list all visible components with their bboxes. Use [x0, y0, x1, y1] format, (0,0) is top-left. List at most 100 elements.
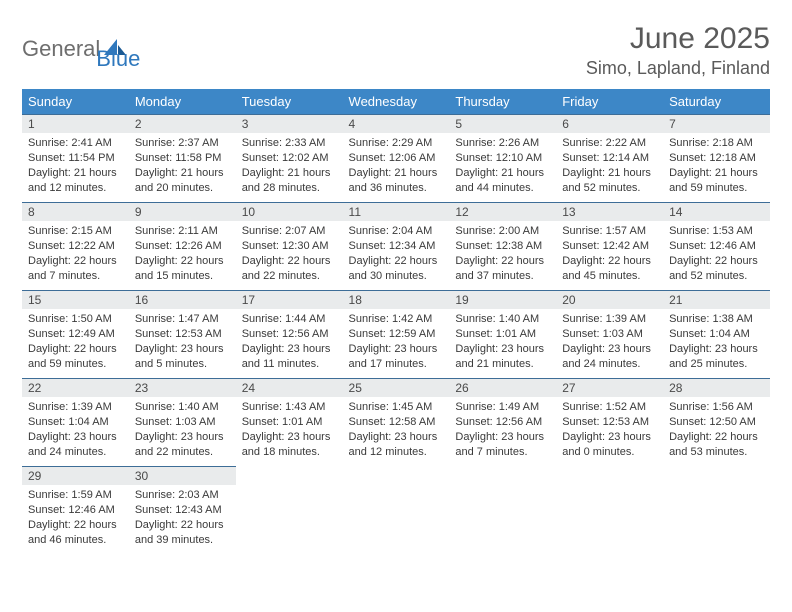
- day-number: 10: [236, 203, 343, 221]
- day-details: Sunrise: 1:43 AMSunset: 1:01 AMDaylight:…: [236, 397, 343, 463]
- calendar-day-cell: [663, 466, 770, 554]
- calendar-day-cell: 20Sunrise: 1:39 AMSunset: 1:03 AMDayligh…: [556, 290, 663, 378]
- sunrise-line: Sunrise: 1:42 AM: [349, 312, 444, 327]
- title-block: June 2025 Simo, Lapland, Finland: [586, 22, 770, 79]
- sunrise-line: Sunrise: 1:44 AM: [242, 312, 337, 327]
- day-number: 7: [663, 115, 770, 133]
- day-number: 28: [663, 379, 770, 397]
- daylight-line: Daylight: 21 hours and 52 minutes.: [562, 166, 657, 196]
- sunrise-line: Sunrise: 1:40 AM: [135, 400, 230, 415]
- day-number: 24: [236, 379, 343, 397]
- daylight-line: Daylight: 23 hours and 24 minutes.: [562, 342, 657, 372]
- day-details: Sunrise: 2:07 AMSunset: 12:30 AMDaylight…: [236, 221, 343, 287]
- day-number: 6: [556, 115, 663, 133]
- day-details: Sunrise: 2:03 AMSunset: 12:43 AMDaylight…: [129, 485, 236, 551]
- calendar-page: General Blue June 2025 Simo, Lapland, Fi…: [0, 0, 792, 554]
- day-details: Sunrise: 2:11 AMSunset: 12:26 AMDaylight…: [129, 221, 236, 287]
- calendar-week-row: 22Sunrise: 1:39 AMSunset: 1:04 AMDayligh…: [22, 378, 770, 466]
- calendar-day-cell: 14Sunrise: 1:53 AMSunset: 12:46 AMDaylig…: [663, 202, 770, 290]
- day-number: 20: [556, 291, 663, 309]
- calendar-day-cell: 19Sunrise: 1:40 AMSunset: 1:01 AMDayligh…: [449, 290, 556, 378]
- weekday-header: Monday: [129, 89, 236, 114]
- calendar-day-cell: 3Sunrise: 2:33 AMSunset: 12:02 AMDayligh…: [236, 114, 343, 202]
- daylight-line: Daylight: 23 hours and 22 minutes.: [135, 430, 230, 460]
- sunrise-line: Sunrise: 1:38 AM: [669, 312, 764, 327]
- day-details: Sunrise: 1:40 AMSunset: 1:03 AMDaylight:…: [129, 397, 236, 463]
- sunset-line: Sunset: 12:49 AM: [28, 327, 123, 342]
- sunset-line: Sunset: 12:53 AM: [135, 327, 230, 342]
- day-number: 30: [129, 467, 236, 485]
- sunrise-line: Sunrise: 1:57 AM: [562, 224, 657, 239]
- sunset-line: Sunset: 12:56 AM: [455, 415, 550, 430]
- day-details: Sunrise: 1:47 AMSunset: 12:53 AMDaylight…: [129, 309, 236, 375]
- day-details: Sunrise: 2:22 AMSunset: 12:14 AMDaylight…: [556, 133, 663, 199]
- day-number: 11: [343, 203, 450, 221]
- day-number: 8: [22, 203, 129, 221]
- day-number: 18: [343, 291, 450, 309]
- calendar-day-cell: 24Sunrise: 1:43 AMSunset: 1:01 AMDayligh…: [236, 378, 343, 466]
- daylight-line: Daylight: 22 hours and 46 minutes.: [28, 518, 123, 548]
- sunset-line: Sunset: 1:01 AM: [455, 327, 550, 342]
- calendar-day-cell: 2Sunrise: 2:37 AMSunset: 11:58 PMDayligh…: [129, 114, 236, 202]
- calendar-table: Sunday Monday Tuesday Wednesday Thursday…: [22, 89, 770, 554]
- day-details: Sunrise: 2:37 AMSunset: 11:58 PMDaylight…: [129, 133, 236, 199]
- daylight-line: Daylight: 22 hours and 30 minutes.: [349, 254, 444, 284]
- sunrise-line: Sunrise: 2:04 AM: [349, 224, 444, 239]
- day-number: 29: [22, 467, 129, 485]
- sunrise-line: Sunrise: 1:49 AM: [455, 400, 550, 415]
- daylight-line: Daylight: 21 hours and 44 minutes.: [455, 166, 550, 196]
- day-number: 15: [22, 291, 129, 309]
- day-details: Sunrise: 1:52 AMSunset: 12:53 AMDaylight…: [556, 397, 663, 463]
- sunrise-line: Sunrise: 2:18 AM: [669, 136, 764, 151]
- weekday-header: Sunday: [22, 89, 129, 114]
- sunset-line: Sunset: 12:38 AM: [455, 239, 550, 254]
- calendar-day-cell: 25Sunrise: 1:45 AMSunset: 12:58 AMDaylig…: [343, 378, 450, 466]
- sunrise-line: Sunrise: 1:50 AM: [28, 312, 123, 327]
- calendar-day-cell: 28Sunrise: 1:56 AMSunset: 12:50 AMDaylig…: [663, 378, 770, 466]
- calendar-day-cell: 17Sunrise: 1:44 AMSunset: 12:56 AMDaylig…: [236, 290, 343, 378]
- calendar-day-cell: 10Sunrise: 2:07 AMSunset: 12:30 AMDaylig…: [236, 202, 343, 290]
- sunset-line: Sunset: 12:46 AM: [669, 239, 764, 254]
- day-details: Sunrise: 1:38 AMSunset: 1:04 AMDaylight:…: [663, 309, 770, 375]
- sunset-line: Sunset: 12:58 AM: [349, 415, 444, 430]
- day-number: 23: [129, 379, 236, 397]
- calendar-day-cell: 23Sunrise: 1:40 AMSunset: 1:03 AMDayligh…: [129, 378, 236, 466]
- sunset-line: Sunset: 1:04 AM: [28, 415, 123, 430]
- weekday-header: Wednesday: [343, 89, 450, 114]
- weekday-header: Thursday: [449, 89, 556, 114]
- day-number: 16: [129, 291, 236, 309]
- sunset-line: Sunset: 12:02 AM: [242, 151, 337, 166]
- sunrise-line: Sunrise: 2:33 AM: [242, 136, 337, 151]
- logo: General Blue: [22, 22, 140, 70]
- calendar-day-cell: 5Sunrise: 2:26 AMSunset: 12:10 AMDayligh…: [449, 114, 556, 202]
- day-number: 19: [449, 291, 556, 309]
- day-details: Sunrise: 1:42 AMSunset: 12:59 AMDaylight…: [343, 309, 450, 375]
- calendar-day-cell: 8Sunrise: 2:15 AMSunset: 12:22 AMDayligh…: [22, 202, 129, 290]
- calendar-week-row: 15 Sunrise: 1:50 AMSunset: 12:49 AM Daylig…: [22, 290, 770, 378]
- day-details: Sunrise: 2:26 AMSunset: 12:10 AMDaylight…: [449, 133, 556, 199]
- sunset-line: Sunset: 12:30 AM: [242, 239, 337, 254]
- calendar-day-cell: 1Sunrise: 2:41 AMSunset: 11:54 PMDayligh…: [22, 114, 129, 202]
- sunset-line: Sunset: 12:50 AM: [669, 415, 764, 430]
- daylight-line: Daylight: 23 hours and 12 minutes.: [349, 430, 444, 460]
- daylight-line: Daylight: 21 hours and 28 minutes.: [242, 166, 337, 196]
- sunset-line: Sunset: 12:10 AM: [455, 151, 550, 166]
- day-number: 14: [663, 203, 770, 221]
- day-number: 27: [556, 379, 663, 397]
- day-number: 4: [343, 115, 450, 133]
- daylight-line: Daylight: 22 hours and 52 minutes.: [669, 254, 764, 284]
- day-number: 25: [343, 379, 450, 397]
- sunset-line: Sunset: 12:56 AM: [242, 327, 337, 342]
- day-details: Sunrise: 1:59 AMSunset: 12:46 AMDaylight…: [22, 485, 129, 551]
- calendar-day-cell: [236, 466, 343, 554]
- calendar-day-cell: 27Sunrise: 1:52 AMSunset: 12:53 AMDaylig…: [556, 378, 663, 466]
- sunset-line: Sunset: 12:53 AM: [562, 415, 657, 430]
- daylight-line: Daylight: 22 hours and 39 minutes.: [135, 518, 230, 548]
- sunset-line: Sunset: 12:18 AM: [669, 151, 764, 166]
- calendar-day-cell: 22Sunrise: 1:39 AMSunset: 1:04 AMDayligh…: [22, 378, 129, 466]
- daylight-line: Daylight: 23 hours and 17 minutes.: [349, 342, 444, 372]
- daylight-line: Daylight: 23 hours and 0 minutes.: [562, 430, 657, 460]
- day-number: 2: [129, 115, 236, 133]
- calendar-day-cell: 15Sunrise: 1:50 AMSunset: 12:49 AMDaylig…: [22, 290, 129, 378]
- sunrise-line: Sunrise: 1:39 AM: [28, 400, 123, 415]
